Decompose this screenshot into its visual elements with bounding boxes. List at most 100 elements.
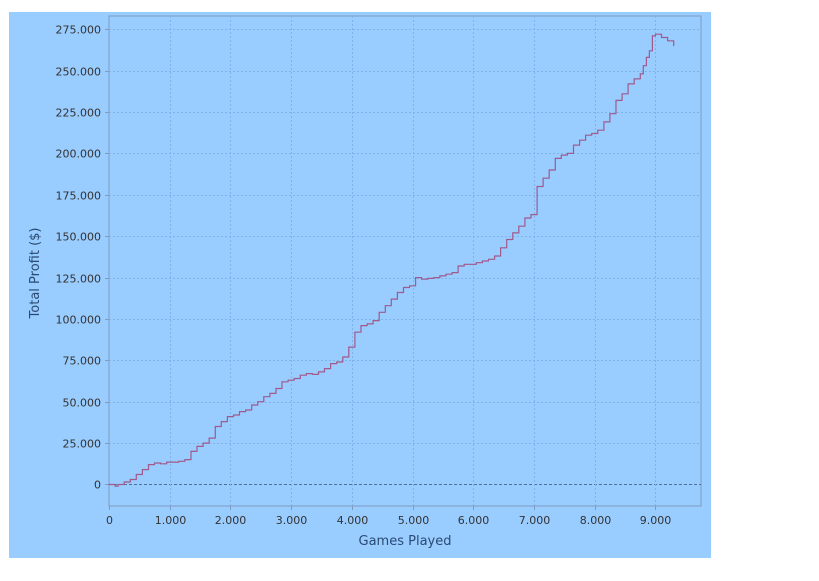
data-point bbox=[354, 331, 356, 333]
data-point bbox=[463, 263, 465, 265]
data-point bbox=[648, 50, 651, 52]
data-point bbox=[129, 478, 131, 481]
data-point bbox=[384, 305, 386, 307]
data-point bbox=[530, 214, 532, 216]
data-point bbox=[196, 445, 198, 447]
line-chart: 0 25.000 50.000 75.000 100.000 125.000 150.000… bbox=[28, 15, 702, 549]
data-point bbox=[166, 461, 168, 463]
data-point bbox=[202, 442, 204, 444]
y-tick-label: 225.000 bbox=[56, 107, 102, 120]
plot-area bbox=[108, 15, 702, 507]
data-point bbox=[579, 139, 581, 141]
x-tick-label: 4.000 bbox=[337, 514, 369, 527]
data-point bbox=[275, 387, 277, 390]
y-tick-label: 0 bbox=[94, 479, 101, 492]
data-point bbox=[548, 169, 550, 171]
data-point bbox=[512, 232, 514, 234]
y-axis-label: Total Profit ($) bbox=[28, 228, 43, 320]
x-tick-label: 3.000 bbox=[276, 514, 308, 527]
data-point bbox=[667, 40, 669, 42]
x-tick-label: 2.000 bbox=[215, 514, 247, 527]
data-point bbox=[372, 320, 374, 322]
data-point bbox=[633, 78, 635, 80]
data-point bbox=[232, 414, 235, 416]
data-point bbox=[117, 483, 119, 486]
data-point bbox=[651, 35, 654, 37]
data-point bbox=[673, 45, 675, 47]
x-tick-label: 5.000 bbox=[398, 514, 430, 527]
data-point bbox=[287, 379, 289, 381]
data-point bbox=[639, 73, 641, 75]
data-point bbox=[451, 272, 453, 274]
data-point bbox=[402, 286, 405, 289]
data-point bbox=[542, 177, 544, 179]
data-point bbox=[172, 461, 174, 463]
data-point bbox=[305, 373, 307, 375]
y-tick-label: 50.000 bbox=[63, 397, 102, 410]
data-point bbox=[160, 463, 162, 465]
data-point bbox=[208, 437, 210, 439]
data-point bbox=[524, 217, 526, 219]
axis-layer: 0 25.000 50.000 75.000 100.000 125.000 150.000… bbox=[56, 24, 672, 528]
grid-layer bbox=[108, 15, 702, 507]
data-point bbox=[238, 411, 241, 413]
data-point bbox=[281, 381, 283, 383]
data-point bbox=[518, 225, 520, 227]
x-tick-label: 0 bbox=[106, 514, 113, 527]
data-point bbox=[621, 93, 623, 95]
data-point bbox=[330, 363, 332, 365]
data-point bbox=[299, 374, 301, 376]
x-tick-label: 1.000 bbox=[155, 514, 187, 527]
data-point bbox=[585, 134, 587, 136]
data-point bbox=[475, 262, 477, 264]
data-point bbox=[123, 481, 125, 483]
data-point bbox=[336, 361, 338, 363]
data-point bbox=[627, 83, 629, 85]
data-point bbox=[220, 421, 222, 423]
data-point bbox=[427, 277, 429, 279]
data-point bbox=[439, 275, 441, 277]
data-point bbox=[114, 485, 116, 487]
data-point bbox=[323, 368, 326, 370]
data-point bbox=[147, 464, 150, 466]
data-point bbox=[433, 277, 435, 279]
x-tick-label: 6.000 bbox=[458, 514, 490, 527]
data-point bbox=[494, 255, 496, 257]
y-tick-label: 150.000 bbox=[56, 231, 102, 244]
data-point bbox=[153, 462, 156, 464]
data-point bbox=[190, 450, 192, 452]
y-tick-label: 250.000 bbox=[56, 66, 102, 79]
y-tick-label: 200.000 bbox=[56, 148, 102, 161]
data-point bbox=[572, 144, 575, 146]
data-point bbox=[566, 152, 569, 154]
data-point bbox=[245, 409, 247, 411]
data-point bbox=[348, 346, 350, 348]
data-point bbox=[415, 277, 417, 279]
data-point bbox=[481, 260, 483, 262]
data-point bbox=[317, 371, 320, 373]
data-point bbox=[396, 291, 398, 294]
data-point bbox=[263, 396, 265, 398]
data-point bbox=[603, 121, 605, 123]
data-point bbox=[141, 469, 143, 471]
data-point bbox=[366, 323, 368, 325]
data-point bbox=[184, 459, 186, 461]
data-point bbox=[654, 33, 657, 35]
data-point bbox=[214, 425, 216, 428]
y-tick-label: 275.000 bbox=[56, 24, 102, 37]
data-point bbox=[226, 416, 228, 418]
data-point bbox=[500, 247, 502, 249]
data-point bbox=[293, 377, 295, 380]
x-axis-label: Games Played bbox=[359, 534, 452, 549]
data-point bbox=[615, 99, 617, 101]
y-tick-label: 75.000 bbox=[63, 355, 102, 368]
data-point bbox=[257, 401, 259, 403]
data-point bbox=[660, 36, 663, 39]
x-tick-label: 8.000 bbox=[580, 514, 612, 527]
data-point bbox=[342, 356, 344, 358]
y-tick-label: 100.000 bbox=[56, 314, 102, 327]
data-point bbox=[269, 392, 271, 394]
data-point bbox=[536, 185, 538, 188]
data-point bbox=[506, 238, 508, 241]
data-point bbox=[597, 129, 599, 131]
